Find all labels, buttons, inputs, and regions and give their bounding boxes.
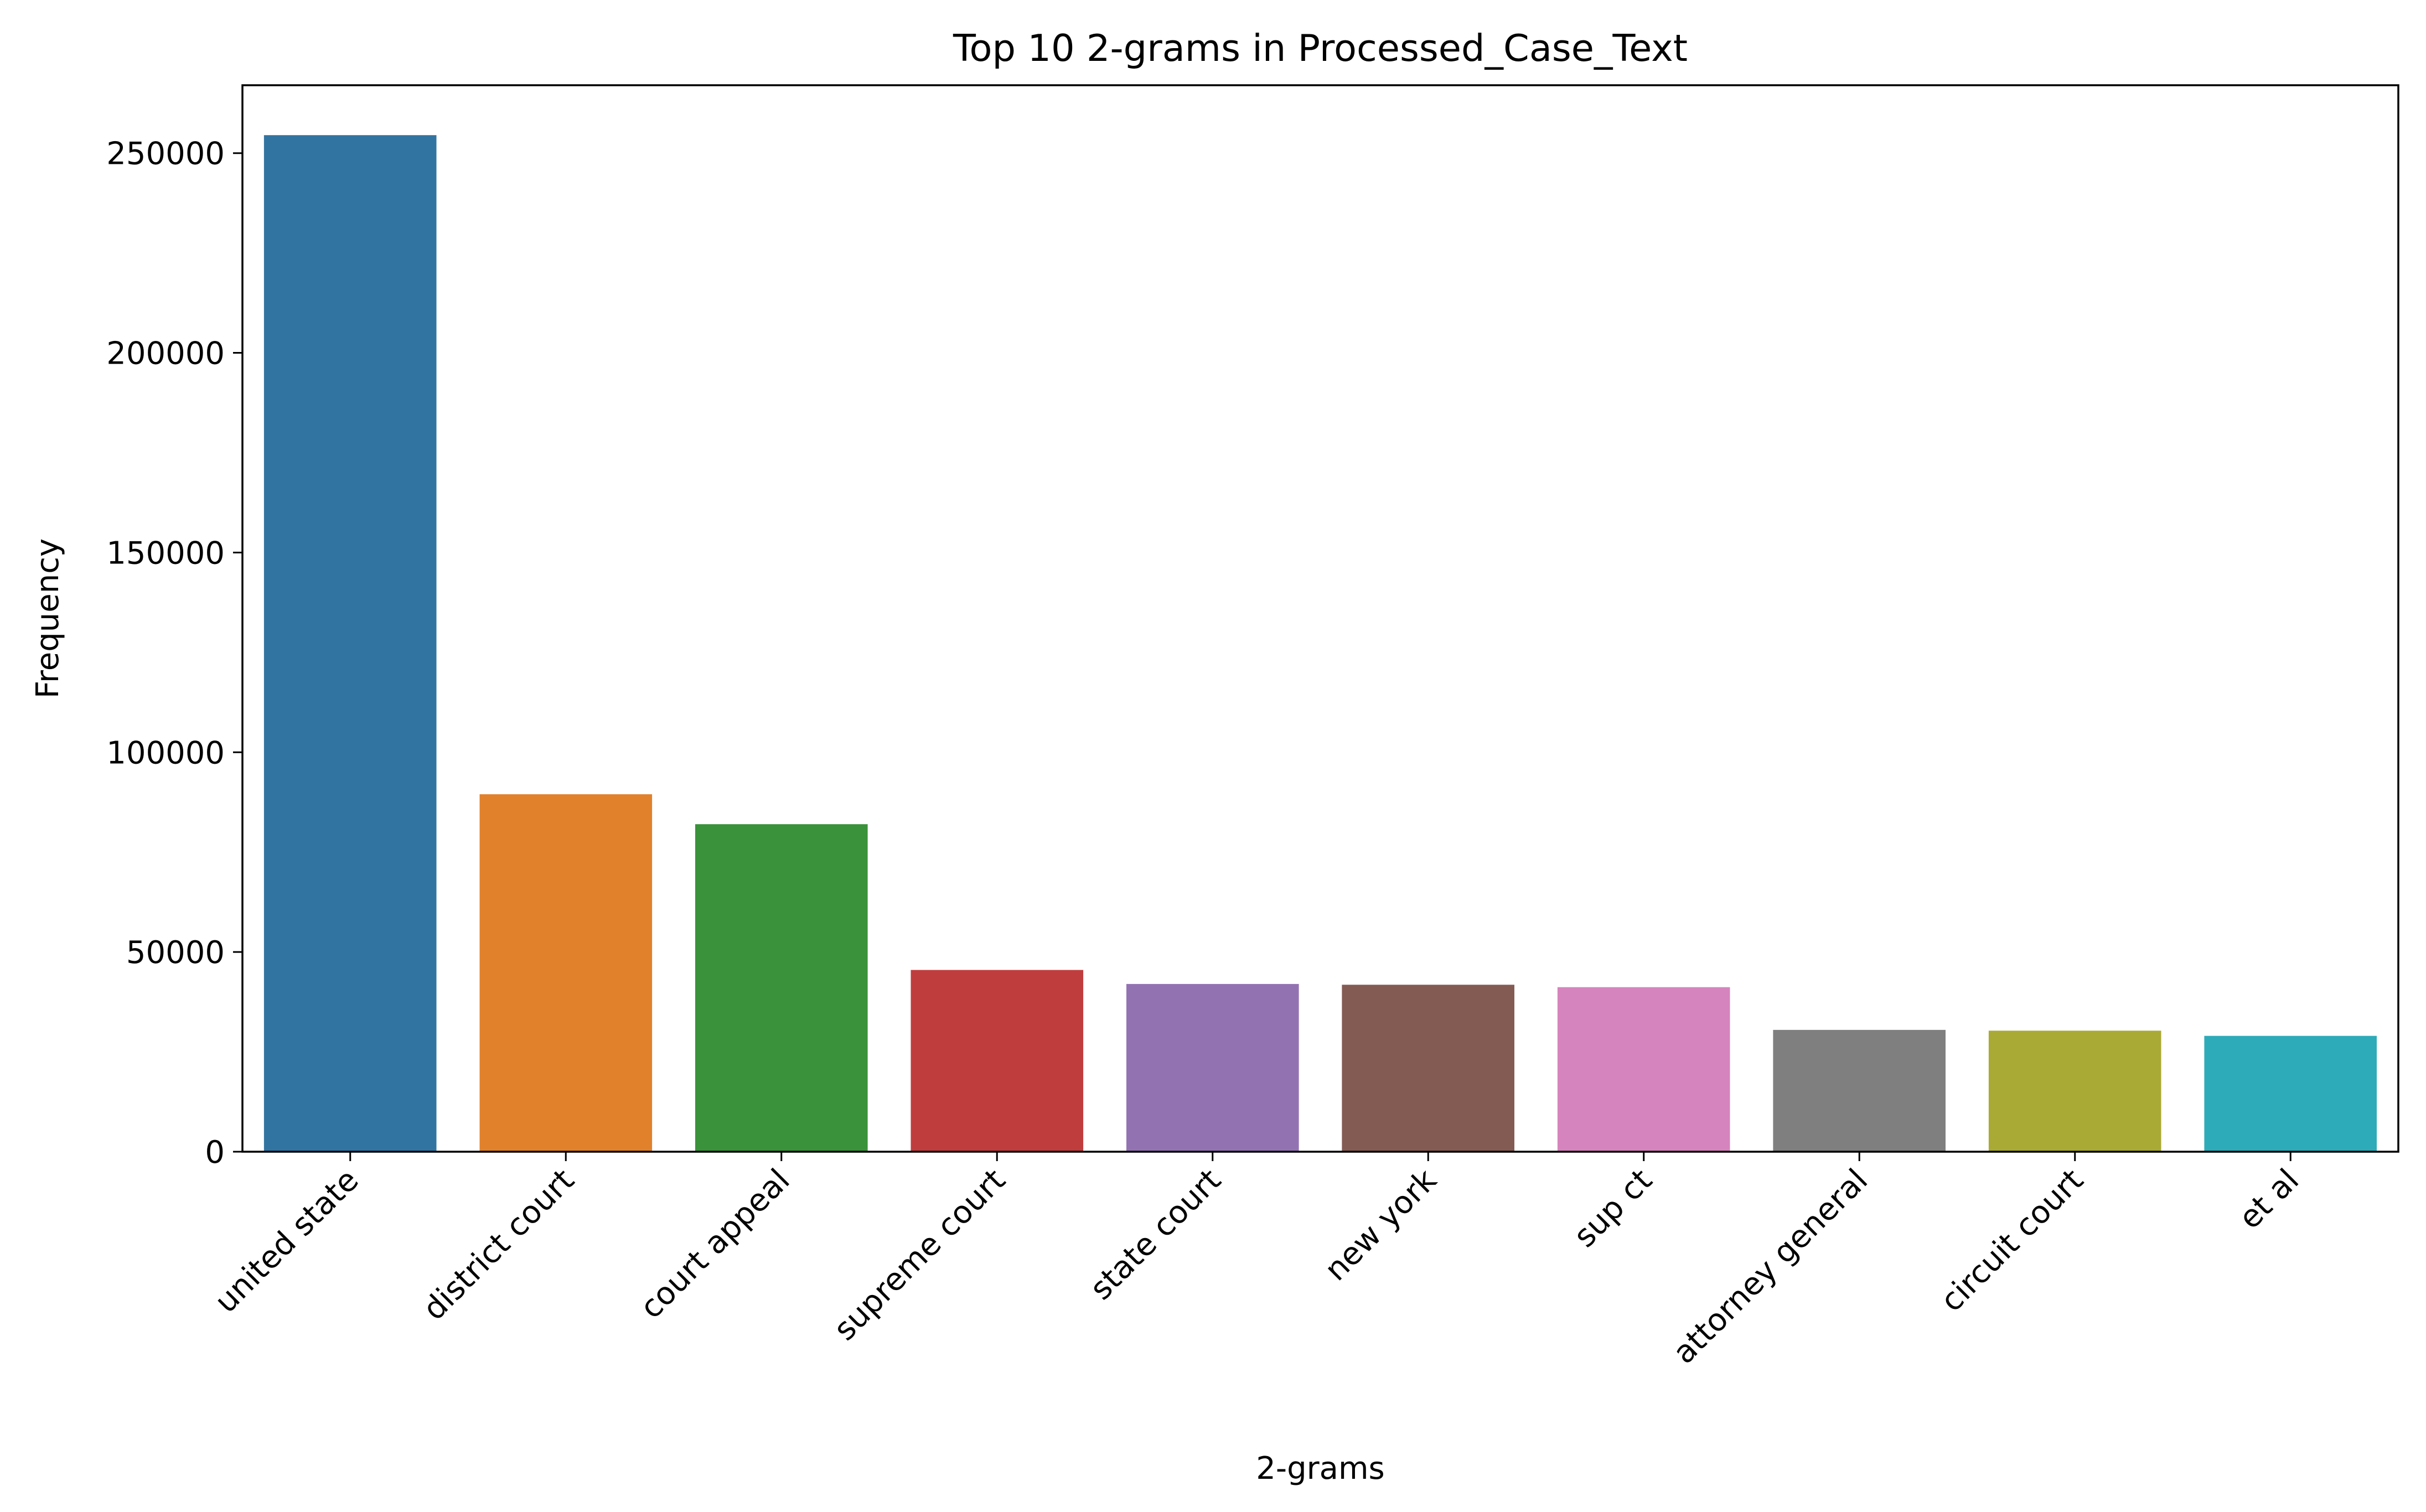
bar: [1126, 983, 1299, 1152]
bar: [263, 135, 437, 1152]
bar: [479, 794, 653, 1152]
y-tick-label: 250000: [106, 136, 225, 172]
x-axis-title: 2-grams: [1256, 1451, 1384, 1487]
bar: [2204, 1035, 2377, 1152]
bar: [1773, 1029, 1946, 1152]
y-tick-label: 150000: [106, 535, 225, 571]
chart-title: Top 10 2-grams in Processed_Case_Text: [953, 27, 1688, 70]
y-tick-label: 0: [205, 1135, 225, 1171]
y-tick-label: 200000: [106, 336, 225, 372]
bar: [1988, 1031, 2161, 1152]
bars-layer: [263, 135, 2377, 1152]
bar: [911, 970, 1084, 1152]
y-axis-title: Frequency: [30, 538, 66, 698]
y-tick-label: 50000: [126, 935, 225, 971]
bar: [1342, 985, 1514, 1152]
bar: [1557, 987, 1730, 1152]
plot-area-frame: [241, 84, 2399, 1153]
y-tick-label: 100000: [106, 735, 225, 771]
bar: [695, 824, 868, 1152]
